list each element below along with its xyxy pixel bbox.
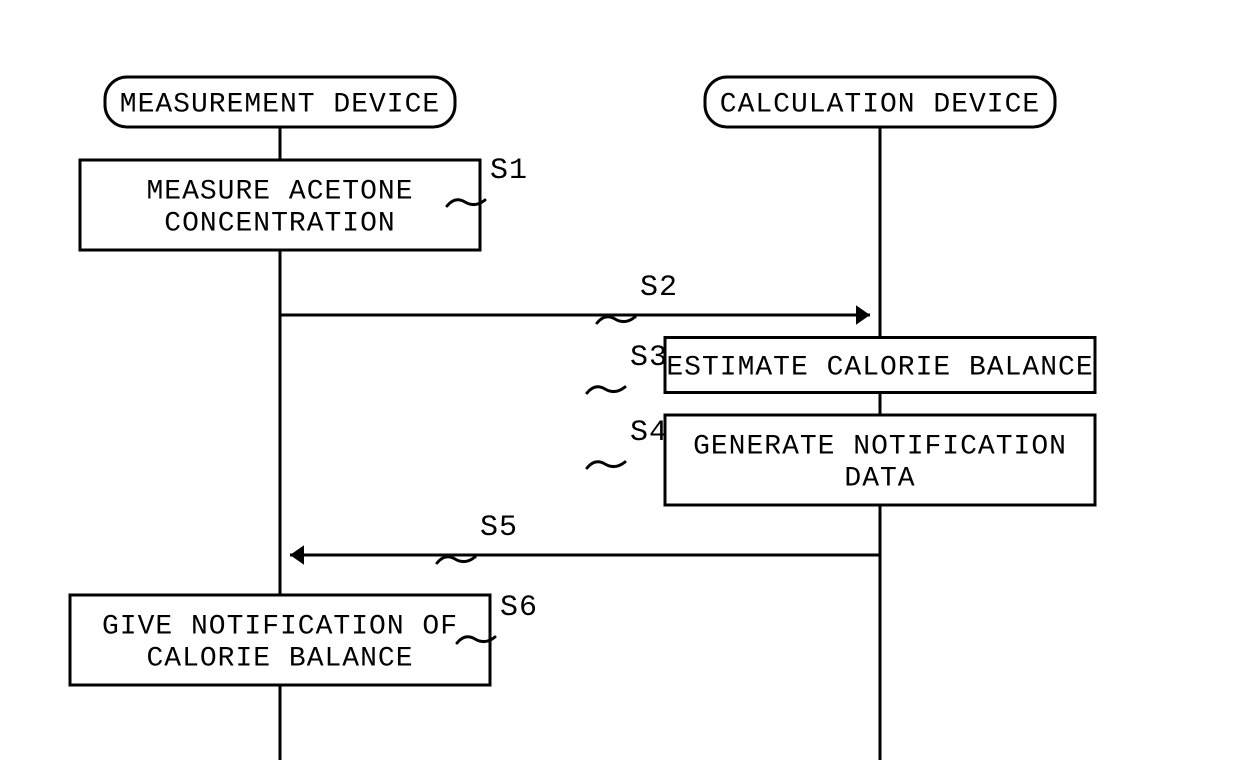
svg-text:GIVE NOTIFICATION OF: GIVE NOTIFICATION OF [102, 611, 458, 642]
label-s4-leader [587, 462, 625, 468]
svg-text:MEASURE ACETONE: MEASURE ACETONE [146, 176, 413, 207]
svg-text:ESTIMATE CALORIE BALANCE: ESTIMATE CALORIE BALANCE [666, 352, 1093, 383]
svg-text:DATA: DATA [844, 463, 915, 494]
svg-text:S6: S6 [500, 591, 538, 625]
svg-text:GENERATE NOTIFICATION: GENERATE NOTIFICATION [693, 431, 1067, 462]
svg-text:S3: S3 [630, 341, 668, 375]
svg-text:S2: S2 [640, 271, 678, 305]
svg-text:CALORIE BALANCE: CALORIE BALANCE [146, 643, 413, 674]
svg-text:S1: S1 [490, 154, 528, 188]
label-s3-leader [587, 387, 625, 393]
sequence-diagram: MEASUREMENT DEVICE CALCULATION DEVICE MEAS… [0, 0, 1240, 768]
label-s2-leader [597, 317, 635, 323]
svg-text:MEASUREMENT DEVICE: MEASUREMENT DEVICE [120, 89, 440, 120]
svg-text:CONCENTRATION: CONCENTRATION [164, 208, 395, 239]
svg-text:CALCULATION DEVICE: CALCULATION DEVICE [720, 89, 1040, 120]
svg-text:S4: S4 [630, 416, 668, 450]
svg-text:S5: S5 [480, 511, 518, 545]
label-s5-leader [437, 557, 475, 563]
